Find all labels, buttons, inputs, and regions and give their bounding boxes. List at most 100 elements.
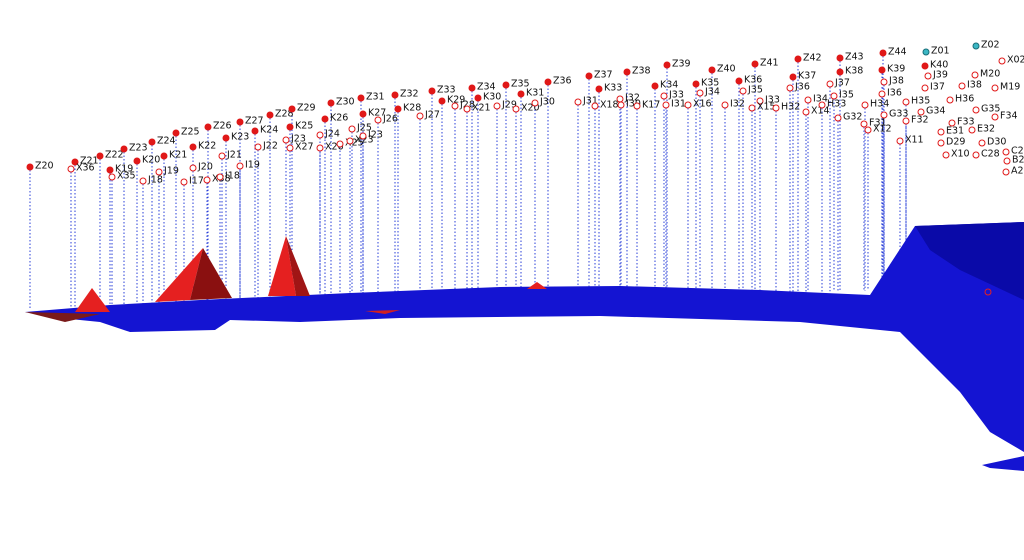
point-marker (804, 96, 812, 104)
point-marker (772, 104, 780, 112)
point-marker (917, 108, 925, 116)
point-marker (203, 176, 211, 184)
point-marker (266, 111, 274, 119)
point-marker (585, 72, 593, 80)
point-marker (139, 177, 147, 185)
point-label: K26 (330, 113, 348, 124)
point-label: X02 (1007, 55, 1024, 66)
point-label: X20 (521, 103, 540, 114)
point-label: A2 (1011, 166, 1024, 177)
point-label: I35 (839, 90, 854, 101)
terrain-surface (25, 222, 1024, 452)
point-label: I18 (225, 171, 240, 182)
point-label: H35 (911, 96, 930, 107)
point-marker (236, 162, 244, 170)
point-label: J28 (459, 100, 475, 111)
point-marker (544, 78, 552, 86)
point-marker (502, 81, 510, 89)
point-marker (836, 68, 844, 76)
point-label: X26 (325, 142, 344, 153)
point-label: X36 (76, 163, 95, 174)
point-label: X15 (757, 102, 776, 113)
point-marker (834, 114, 842, 122)
point-marker (818, 101, 826, 109)
point-marker (1003, 157, 1011, 165)
point-label: I38 (967, 80, 982, 91)
point-label: K40 (930, 60, 948, 71)
flat-patch (25, 312, 100, 322)
point-marker (254, 143, 262, 151)
point-label: K24 (260, 125, 278, 136)
point-label: Z42 (803, 53, 822, 64)
point-label: H36 (955, 94, 974, 105)
point-marker (438, 97, 446, 105)
point-label: Z41 (760, 58, 779, 69)
point-marker (120, 145, 128, 153)
point-label: J34 (704, 87, 720, 98)
point-marker (180, 178, 188, 186)
point-label: K21 (169, 150, 187, 161)
point-label: K30 (483, 92, 501, 103)
point-label: Z20 (35, 161, 54, 172)
point-marker (468, 84, 476, 92)
point-marker (946, 96, 954, 104)
point-label: J39 (932, 70, 948, 81)
point-label: Z44 (888, 47, 907, 58)
point-label: J35 (747, 85, 763, 96)
point-marker (222, 134, 230, 142)
point-label: K35 (701, 78, 719, 89)
point-label: Z40 (717, 64, 736, 75)
point-marker (148, 138, 156, 146)
point-label: K20 (142, 155, 160, 166)
point-label: K34 (660, 80, 678, 91)
point-marker (623, 68, 631, 76)
point-marker (348, 125, 356, 133)
point-marker (286, 123, 294, 131)
point-label: F32 (911, 115, 929, 126)
point-label: K17 (642, 100, 660, 111)
point-marker (942, 151, 950, 159)
point-label: I23 (368, 130, 383, 141)
point-label: Z32 (400, 89, 419, 100)
point-label: K23 (231, 132, 249, 143)
point-marker (160, 152, 168, 160)
point-label: J21 (226, 150, 242, 161)
point-label: X23 (355, 135, 374, 146)
point-marker (991, 84, 999, 92)
point-marker (617, 101, 625, 109)
point-marker (595, 85, 603, 93)
point-label: K19 (115, 164, 133, 175)
point-label: B2 (1012, 155, 1024, 166)
point-label: J26 (382, 114, 398, 125)
point-marker (416, 112, 424, 120)
point-label: Z26 (213, 121, 232, 132)
point-marker (316, 131, 324, 139)
point-marker (359, 110, 367, 118)
point-marker (802, 108, 810, 116)
point-label: Z29 (297, 103, 316, 114)
point-label: K37 (798, 71, 816, 82)
point-label: X14 (811, 106, 830, 117)
point-label: Z39 (672, 59, 691, 70)
patch (365, 310, 400, 314)
point-marker (189, 164, 197, 172)
point-label: E31 (946, 126, 964, 137)
point-label: C28 (981, 149, 1000, 160)
point-marker (748, 104, 756, 112)
point-marker (26, 163, 34, 171)
point-label: J18 (147, 175, 163, 186)
point-marker (251, 127, 259, 135)
point-label: G33 (889, 109, 908, 120)
point-marker (880, 111, 888, 119)
point-marker (663, 61, 671, 69)
point-marker (921, 84, 929, 92)
point-marker (861, 101, 869, 109)
point-marker (236, 118, 244, 126)
point-marker (937, 128, 945, 136)
point-marker (789, 73, 797, 81)
point-marker (321, 115, 329, 123)
point-marker (972, 151, 980, 159)
point-marker (106, 166, 114, 174)
point-label: Z31 (366, 92, 385, 103)
